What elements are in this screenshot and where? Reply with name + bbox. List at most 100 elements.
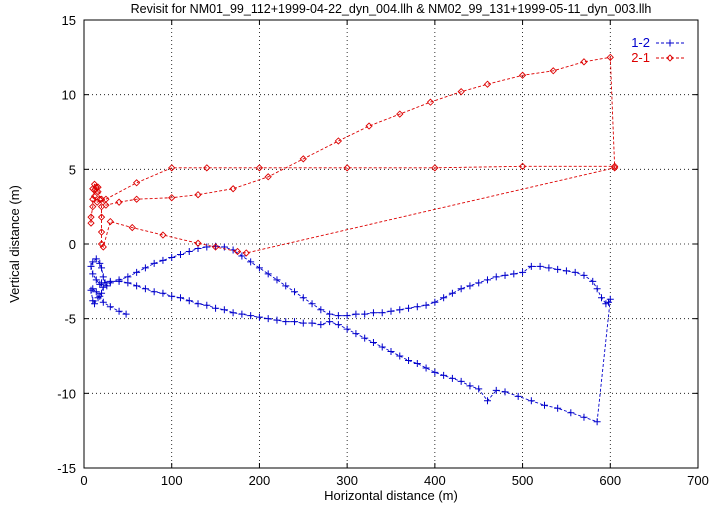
data-point (97, 228, 106, 236)
data-point (212, 304, 220, 312)
data-point (369, 339, 377, 347)
data-point (102, 201, 110, 209)
data-point (343, 312, 351, 320)
data-point (89, 258, 97, 266)
data-point (255, 164, 264, 172)
data-point (194, 191, 202, 199)
data-point (291, 288, 299, 296)
data-point (378, 309, 386, 317)
y-tick-label: -15 (57, 461, 76, 476)
data-point (92, 255, 100, 263)
data-point (440, 371, 448, 379)
data-point (541, 401, 548, 409)
data-point (141, 285, 149, 293)
x-tick-label: 500 (512, 473, 534, 488)
data-point (317, 321, 325, 329)
data-point (426, 98, 435, 106)
grid-lines (84, 20, 698, 468)
x-tick-label: 700 (687, 473, 709, 488)
data-point (89, 203, 97, 211)
y-axis-label: Vertical distance (m) (7, 185, 22, 303)
data-point (589, 277, 597, 285)
data-point (115, 198, 123, 206)
data-point (124, 279, 132, 287)
data-point (361, 334, 369, 342)
data-point (194, 300, 202, 308)
data-point (483, 80, 492, 88)
data-point (141, 264, 149, 272)
data-point (185, 247, 193, 255)
data-point (440, 294, 448, 302)
data-point (150, 259, 158, 267)
data-point (492, 386, 500, 394)
data-point (475, 385, 483, 393)
data-point (89, 185, 97, 193)
data-point (527, 397, 535, 405)
y-tick-label: -5 (64, 312, 76, 327)
series-2-1 (87, 53, 619, 257)
data-point (514, 392, 522, 400)
data-point (247, 312, 255, 320)
y-tick-label: 15 (62, 13, 76, 28)
data-point (326, 310, 334, 318)
data-point (273, 276, 281, 284)
data-point (229, 309, 237, 317)
data-point (352, 310, 360, 318)
data-point (238, 310, 246, 318)
data-point (220, 243, 228, 251)
y-tick-label: 10 (62, 88, 76, 103)
data-point (536, 262, 544, 270)
data-point (317, 306, 325, 314)
data-point (96, 280, 104, 288)
data-point (606, 53, 614, 61)
data-point (326, 318, 334, 326)
data-point (92, 288, 100, 296)
data-point (128, 223, 136, 232)
data-point (89, 285, 97, 293)
data-point (291, 318, 299, 326)
data-point (405, 304, 413, 312)
data-point (98, 264, 106, 272)
data-point (501, 271, 509, 279)
data-point (466, 282, 474, 290)
data-point (282, 318, 290, 326)
data-point (91, 300, 99, 308)
data-point (106, 217, 114, 226)
data-point (580, 413, 588, 421)
data-point (378, 343, 386, 351)
data-point (97, 240, 106, 248)
data-point (299, 155, 307, 163)
data-point (475, 279, 483, 287)
data-point (598, 294, 606, 302)
data-point (176, 294, 184, 302)
data-point (106, 303, 114, 311)
data-point (545, 264, 553, 272)
data-point (87, 286, 95, 294)
data-point (299, 294, 307, 302)
data-point (242, 249, 250, 257)
x-tick-label: 100 (161, 473, 183, 488)
data-point (343, 325, 351, 333)
data-point (87, 262, 95, 270)
data-point (605, 298, 613, 306)
axis-ticks: 0 100 200 300 400 500 600 700 -15 -10 -5 0 5 10 15 (57, 13, 709, 488)
data-point (132, 179, 141, 187)
data-point (87, 213, 95, 221)
data-point (176, 250, 184, 258)
legend-marker (666, 54, 674, 62)
data-point (518, 162, 527, 170)
data-point (103, 282, 111, 290)
series-1-2 (87, 242, 614, 426)
data-point (422, 364, 430, 372)
x-tick-label: 600 (599, 473, 621, 488)
chart-title: Revisit for NM01_99_112+1999-04-22_dyn_0… (131, 2, 652, 16)
data-point (510, 270, 518, 278)
data-point (168, 253, 176, 261)
data-point (264, 270, 272, 278)
data-point (365, 122, 373, 130)
series-line (90, 245, 611, 423)
data-point (334, 321, 342, 329)
data-point (124, 273, 132, 281)
data-point (87, 219, 95, 227)
